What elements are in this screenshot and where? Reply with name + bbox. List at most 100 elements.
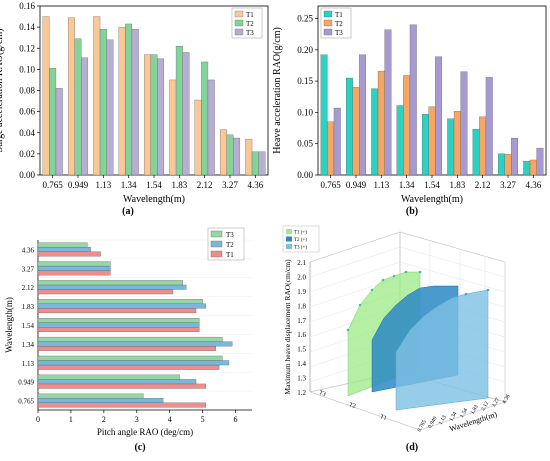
legend-swatch-t2	[234, 19, 244, 27]
bar-t1	[447, 118, 455, 176]
legend-label-t1: T1	[226, 251, 234, 259]
x-axis-label: Pitch angle RAO (deg/cm)	[97, 427, 193, 437]
y-tick-label: 0.02	[19, 149, 35, 159]
y-tick-label: 0.08	[19, 86, 35, 96]
x-tick-label: 0.765	[43, 180, 64, 190]
legend-swatch-t1	[210, 250, 223, 258]
x-tick-label: 4	[168, 415, 172, 424]
legend-label-t2: T2	[246, 20, 254, 28]
bar-t1	[143, 54, 151, 176]
legend: T1 (+) T2 (+) T3 (+)	[282, 225, 320, 253]
legend-label-t1: T1 (+)	[294, 231, 307, 236]
bar-t2	[74, 38, 82, 176]
bar-t1	[396, 105, 404, 176]
x-tick-label: 0.949	[68, 180, 89, 190]
depth-tick-label: T1	[379, 414, 387, 422]
x-axis-label: Wavelength(m)	[401, 194, 463, 205]
legend-label-t3: T3	[226, 231, 234, 239]
bar-t3	[182, 52, 190, 176]
legend-swatch-t2	[323, 19, 333, 27]
x-tick-label: 1.54	[424, 180, 440, 190]
bar-t3	[37, 355, 223, 361]
bar-t1	[37, 308, 197, 314]
y-tick-label: 0.10	[19, 64, 35, 74]
depth-tick-label: T2	[348, 402, 356, 410]
bar-t2	[479, 116, 487, 176]
panel-label-a: (a)	[122, 206, 134, 217]
bar-t3	[37, 261, 111, 267]
bar-t3	[460, 71, 468, 176]
x-tick-label: 1.13	[438, 414, 448, 426]
legend-label-t3: T3 (+)	[294, 246, 307, 251]
y-tick-label: 0.00	[297, 170, 313, 180]
bar-t1	[320, 54, 328, 176]
legend-swatch-t3	[323, 28, 333, 36]
y-tick-label: 0.949	[18, 379, 34, 387]
y-tick-label: 0.16	[19, 1, 35, 11]
x-tick-label: 0	[36, 415, 40, 424]
bar-t2	[37, 322, 200, 328]
x-tick-label: 3	[135, 415, 139, 424]
y-tick-label: 4.36	[22, 246, 35, 254]
x-tick-label: 2	[102, 415, 106, 424]
x-tick-label: 2.12	[197, 180, 213, 190]
y-tick-label: 0.06	[19, 107, 35, 117]
bar-t2	[49, 68, 57, 176]
bar-t3	[536, 147, 544, 176]
bar-t2	[175, 45, 183, 176]
panel-d-3d-surface: 1.2 1.3 1.4 1.5 1.6 1.7 1.8 1.9 2.0 2.1 Maximum he…	[282, 225, 512, 434]
panel-b-heave-chart: 0.00 0.05 0.10 0.15 0.20 0.25 0.765 0.949 1.13 1.…	[272, 5, 547, 205]
surface-t3	[395, 289, 489, 411]
x-axis-label: Wavelength(m)	[123, 194, 185, 205]
y-tick-label: 0.00	[19, 170, 35, 180]
legend-swatch-t2	[210, 240, 223, 248]
bar-t2	[37, 247, 91, 252]
bar-t3	[131, 29, 139, 176]
bar-t2	[377, 70, 385, 176]
x-tick-label: 1.13	[95, 180, 111, 190]
x-tick-label: 1.83	[470, 404, 480, 416]
x-tick-label: 2.12	[475, 180, 491, 190]
bar-t2	[99, 29, 107, 176]
legend: T3 T2 T1	[207, 227, 245, 261]
y-tick-label: 1.83	[22, 303, 35, 311]
bar-t2	[226, 134, 234, 176]
bar-t3	[207, 79, 215, 176]
bar-t3	[233, 137, 241, 176]
bar-t2	[150, 54, 158, 176]
depth-tick-label: T3	[318, 390, 326, 398]
bar-t1	[37, 327, 200, 332]
y-tick-label: 0.05	[297, 139, 313, 149]
x-tick-label: 1.34	[399, 180, 415, 190]
x-tick-label: 1.83	[449, 180, 465, 190]
bar-t1	[118, 26, 126, 176]
bar-t1	[345, 77, 353, 176]
y-tick-label: 1.54	[22, 322, 35, 330]
legend-label-t3: T3	[335, 29, 343, 37]
bar-t2	[37, 360, 230, 366]
y-tick-label: 0.12	[19, 43, 35, 53]
panel-label-d: (d)	[406, 442, 418, 453]
bar-t2	[37, 341, 233, 347]
bar-t1	[421, 114, 429, 176]
x-tick-label: 0.949	[427, 416, 439, 430]
legend-swatch-t1	[323, 10, 333, 18]
bar-t1	[497, 153, 505, 176]
y-tick-label: 0.04	[19, 128, 35, 138]
bar-t3	[37, 318, 200, 323]
bar-t3	[511, 137, 519, 176]
bar-t1	[67, 17, 75, 176]
bar-t3	[37, 393, 144, 399]
bar-t2	[37, 303, 207, 309]
bar-t2	[37, 379, 197, 385]
bar-t2	[529, 159, 537, 176]
bar-t2	[428, 106, 436, 176]
bar-t2	[37, 265, 111, 271]
z-tick-label: 1.9	[297, 288, 306, 296]
bar-t3	[359, 54, 367, 176]
y-tick-label: 1.34	[22, 341, 35, 349]
bar-t1	[37, 346, 216, 351]
